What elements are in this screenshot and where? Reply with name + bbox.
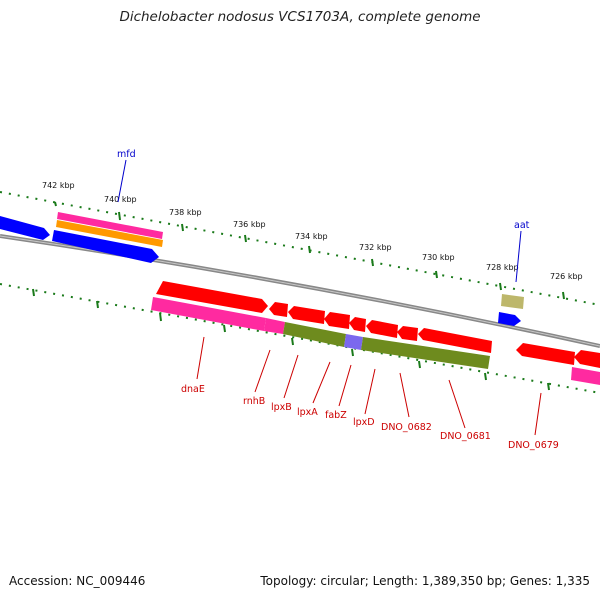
gene-label-DNO-0681[interactable]: DNO_0681 (440, 431, 491, 442)
feature-magenta-mfd[interactable] (57, 212, 163, 239)
reverse-label-texts: dnaE rnhB lpxB lpxA fabZ lpxD DNO_0682 D… (181, 384, 559, 451)
feature-khaki-aat[interactable] (501, 294, 524, 309)
scale-label-730: 730 kbp (422, 253, 455, 262)
gene-label-dnaE[interactable]: dnaE (181, 384, 205, 395)
upper-scale-track (0, 191, 600, 306)
gene-label-rnhB[interactable]: rnhB (243, 396, 265, 407)
gene-label-lpxB[interactable]: lpxB (271, 402, 292, 413)
gene-red-5[interactable] (349, 317, 366, 332)
feature-blue-aat[interactable] (498, 312, 521, 326)
reverse-label-group (196, 336, 542, 436)
gene-red-4[interactable] (324, 312, 350, 329)
gene-label-DNO-0679[interactable]: DNO_0679 (508, 440, 559, 451)
gene-label-fabZ[interactable]: fabZ (325, 410, 347, 421)
feature-purple-fabZ[interactable] (344, 334, 363, 350)
gene-red-3[interactable] (288, 306, 325, 324)
scale-label-742: 742 kbp (42, 181, 75, 190)
gene-red-2[interactable] (269, 302, 288, 317)
scale-label-738: 738 kbp (169, 208, 202, 217)
gene-red-10[interactable] (574, 350, 600, 368)
feature-orange-mfd[interactable] (56, 220, 163, 247)
gene-red-7[interactable] (397, 326, 418, 341)
scale-label-732: 732 kbp (359, 243, 392, 252)
genome-info-text: Topology: circular; Length: 1,389,350 bp… (260, 574, 590, 588)
gene-red-8[interactable] (418, 328, 492, 353)
reverse-red-features (156, 281, 600, 368)
feature-olive-1[interactable] (283, 322, 346, 347)
scale-label-740: 740 kbp (104, 195, 137, 204)
aat-features (498, 294, 524, 326)
reverse-lower-features (151, 297, 600, 385)
upper-major-ticks (54, 201, 565, 300)
scale-label-734: 734 kbp (295, 232, 328, 241)
gene-label-lpxD[interactable]: lpxD (353, 417, 375, 428)
feature-magenta-right[interactable] (571, 367, 600, 385)
scale-label-726: 726 kbp (550, 272, 583, 281)
gene-label-mfd[interactable]: mfd (117, 149, 136, 160)
feature-blue-2[interactable] (52, 230, 159, 263)
forward-label-group: mfd aat (117, 149, 530, 283)
feature-olive-2[interactable] (361, 337, 490, 369)
gene-label-lpxA[interactable]: lpxA (297, 407, 318, 418)
accession-text: Accession: NC_009446 (9, 574, 146, 588)
forward-features-left (0, 212, 163, 263)
lower-major-ticks (32, 288, 550, 391)
scale-label-736: 736 kbp (233, 220, 266, 229)
feature-magenta-rnhB[interactable] (264, 318, 285, 334)
gene-label-DNO-0682[interactable]: DNO_0682 (381, 422, 432, 433)
gene-red-9[interactable] (516, 343, 575, 365)
scale-labels: 742 kbp 740 kbp 738 kbp 736 kbp 734 kbp … (42, 181, 583, 281)
gene-red-6[interactable] (366, 320, 398, 338)
scale-label-728: 728 kbp (486, 263, 519, 272)
page-title: Dichelobacter nodosus VCS1703A, complete… (119, 9, 481, 25)
gene-label-aat[interactable]: aat (514, 220, 530, 231)
feature-magenta-dnaE[interactable] (151, 297, 266, 331)
lower-scale-track (0, 283, 600, 394)
feature-blue-1[interactable] (0, 216, 50, 240)
gene-red-1[interactable] (156, 281, 268, 313)
